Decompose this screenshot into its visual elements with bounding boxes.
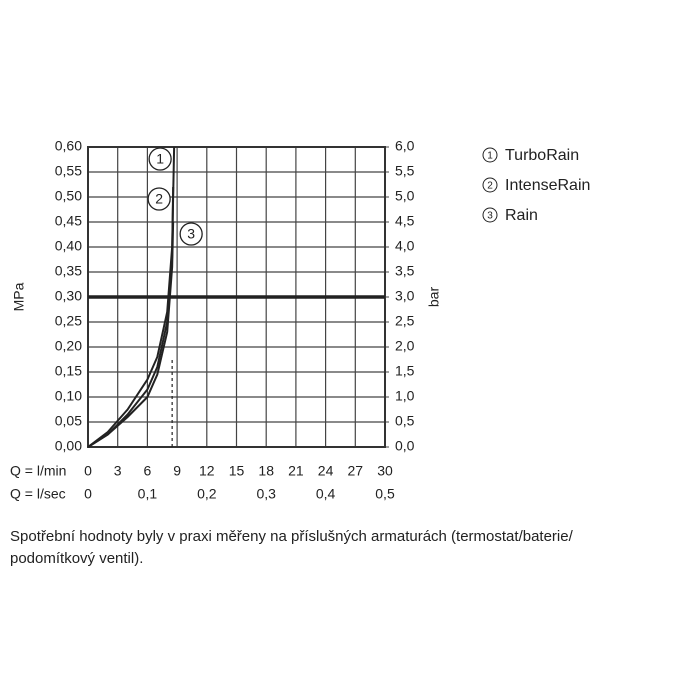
y-tick-label: 0,40 — [55, 238, 82, 254]
x2-tick-label: 0 — [84, 486, 92, 502]
x-tick-label: 9 — [173, 463, 181, 479]
note: podomítkový ventil). — [10, 550, 143, 567]
y2-tick-label: 3,0 — [395, 288, 415, 304]
y2-tick-label: 1,0 — [395, 388, 415, 404]
curve-label-badge — [148, 147, 172, 171]
y2-tick-label: 0,5 — [395, 413, 415, 429]
y2-tick-label: 2,5 — [395, 313, 415, 329]
legend-badge — [482, 207, 498, 223]
y2-tick-label: 0,0 — [395, 438, 415, 454]
y2-tick-label: 1,5 — [395, 363, 415, 379]
y2-tick-label: 5,0 — [395, 188, 415, 204]
y-tick-label: 0,20 — [55, 338, 82, 354]
x-tick-label: 24 — [318, 463, 334, 479]
y-tick-label: 0,50 — [55, 188, 82, 204]
x-tick-label: 18 — [258, 463, 274, 479]
y2-tick-label: 3,5 — [395, 263, 415, 279]
x-tick-label: 3 — [114, 463, 122, 479]
y-tick-label: 0,15 — [55, 363, 82, 379]
x2-tick-label: 0,1 — [138, 486, 158, 502]
x-tick-label: 6 — [144, 463, 152, 479]
y-tick-label: 0,05 — [55, 413, 82, 429]
y2-tick-label: 4,0 — [395, 238, 415, 254]
y2-tick-label: 6,0 — [395, 138, 415, 154]
x2-tick-label: 0,5 — [375, 486, 395, 502]
curve-label-badge — [147, 187, 171, 211]
x-tick-label: 15 — [229, 463, 245, 479]
y2-axis-label: bar — [426, 287, 442, 308]
y-tick-label: 0,45 — [55, 213, 82, 229]
x2-tick-label: 0,2 — [197, 486, 217, 502]
y-tick-label: 0,35 — [55, 263, 82, 279]
legend-label: Rain — [505, 207, 538, 224]
legend-label: IntenseRain — [505, 177, 590, 194]
y-axis-label: MPa — [11, 282, 27, 311]
legend-label: TurboRain — [505, 147, 579, 164]
y2-tick-label: 5,5 — [395, 163, 415, 179]
y2-tick-label: 2,0 — [395, 338, 415, 354]
x-tick-label: 21 — [288, 463, 304, 479]
y-tick-label: 0,10 — [55, 388, 82, 404]
y-tick-label: 0,00 — [55, 438, 82, 454]
x-tick-label: 0 — [84, 463, 92, 479]
y-tick-label: 0,25 — [55, 313, 82, 329]
x-tick-label: 30 — [377, 463, 393, 479]
x-axis-label: Q = l/min — [10, 463, 66, 479]
legend-badge — [482, 177, 498, 193]
y-tick-label: 0,55 — [55, 163, 82, 179]
x-tick-label: 27 — [348, 463, 364, 479]
legend-badge-label: 1 — [487, 151, 493, 162]
x-tick-label: 12 — [199, 463, 215, 479]
curve-label-badge — [179, 222, 203, 246]
curve-label: 2 — [155, 191, 163, 207]
y-tick-label: 0,30 — [55, 288, 82, 304]
legend-badge-label: 2 — [487, 181, 493, 192]
x2-tick-label: 0,3 — [256, 486, 276, 502]
x2-axis-label: Q = l/sec — [10, 486, 66, 502]
y-tick-label: 0,60 — [55, 138, 82, 154]
y2-tick-label: 4,5 — [395, 213, 415, 229]
legend-badge — [482, 147, 498, 163]
curve — [87, 221, 175, 448]
curve — [87, 186, 175, 448]
legend-badge-label: 3 — [487, 211, 493, 222]
note: Spotřební hodnoty byly v praxi měřeny na… — [10, 528, 574, 545]
curve-label: 1 — [156, 151, 164, 167]
x2-tick-label: 0,4 — [316, 486, 336, 502]
curve-label: 3 — [187, 226, 195, 242]
